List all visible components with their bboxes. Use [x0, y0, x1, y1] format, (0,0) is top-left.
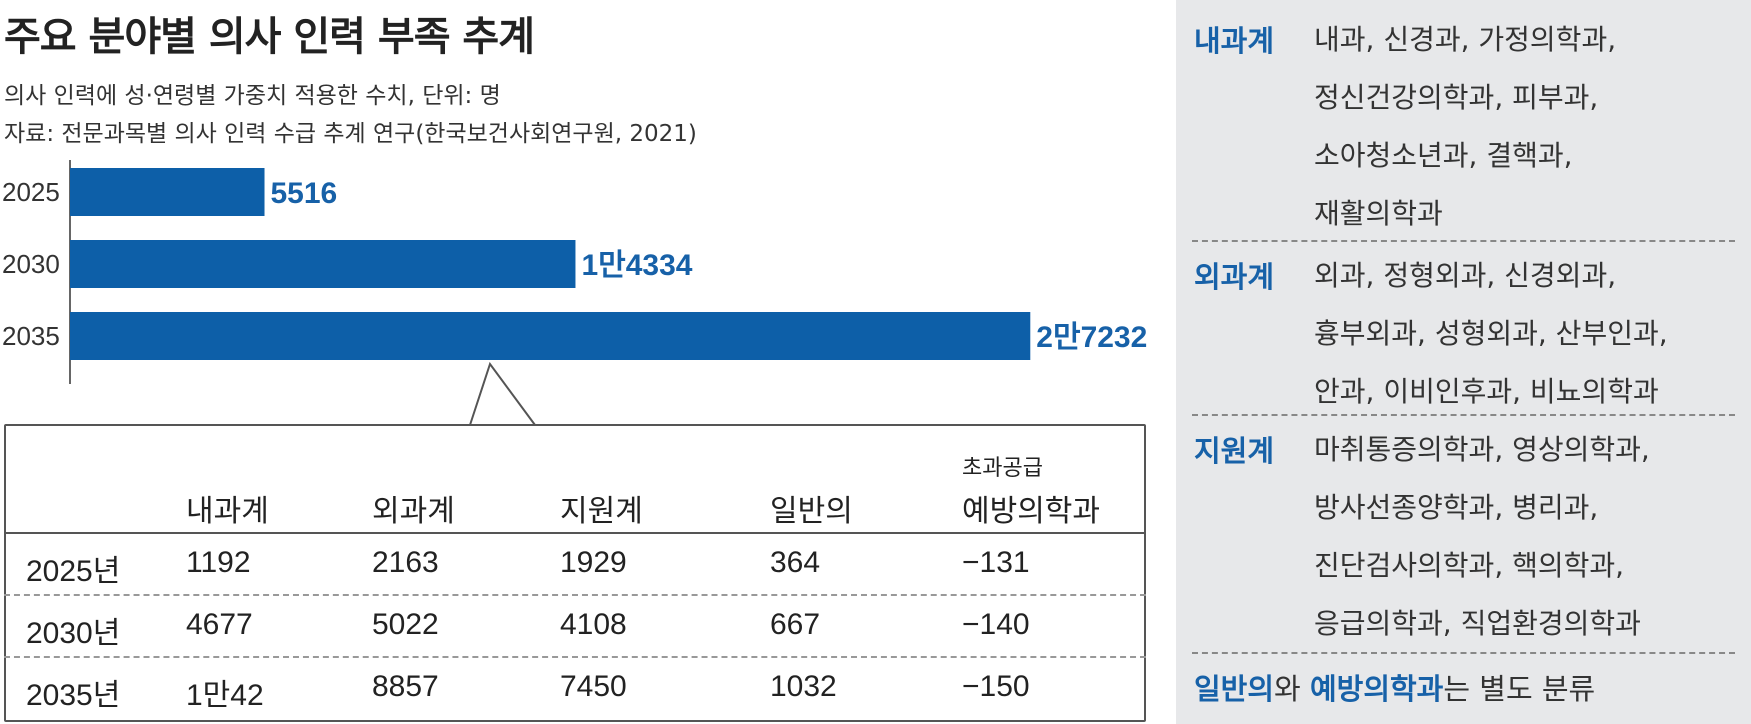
table-cell: −150: [962, 670, 1030, 703]
group-name: 지원계: [1194, 434, 1275, 468]
header-cell: 지원계: [560, 495, 643, 528]
table-cell: 364: [770, 546, 821, 579]
panel-divider: [1192, 652, 1735, 654]
data-table: 내과계 외과계 지원계 일반의 초과공급 예방의학과 2025년 1192 21…: [4, 424, 1146, 722]
bar: [70, 240, 576, 288]
group-line: 흉부외과, 성형외과, 산부인과,: [1314, 317, 1668, 350]
table-cell: 1929: [560, 546, 627, 579]
table-cell: 7450: [560, 670, 627, 703]
table-row: 2035년 1만42 8857 7450 1032 −150: [4, 658, 1146, 718]
table-cell: 5022: [372, 608, 439, 641]
bar: [70, 312, 1031, 360]
callout-pointer: [469, 361, 536, 426]
table-cell: 4108: [560, 608, 627, 641]
group-line: 안과, 이비인후과, 비뇨의학과: [1314, 375, 1659, 408]
panel-divider: [1192, 414, 1735, 416]
table-cell: 1032: [770, 670, 837, 703]
group-line: 소아청소년과, 결핵과,: [1314, 139, 1573, 172]
table-divider: [4, 532, 1146, 534]
group-line: 재활의학과: [1314, 197, 1443, 230]
group-line: 외과, 정형외과, 신경외과,: [1314, 259, 1617, 292]
table-header: 내과계 외과계 지원계 일반의 초과공급 예방의학과: [4, 440, 1146, 540]
category-panel: 내과계 내과, 신경과, 가정의학과, 정신건강의학과, 피부과, 소아청소년과…: [1176, 0, 1751, 724]
bar-value-label: 5516: [271, 177, 338, 210]
table-cell: −131: [962, 546, 1030, 579]
group-line: 응급의학과, 직업환경의학과: [1314, 607, 1641, 640]
table-row: 2025년 1192 2163 1929 364 −131: [4, 534, 1146, 594]
bar: [70, 168, 265, 216]
bar-value-label: 1만4334: [581, 249, 692, 282]
group-name: 내과계: [1194, 24, 1275, 58]
group-line: 정신건강의학과, 피부과,: [1314, 81, 1599, 114]
table-cell: 4677: [186, 608, 253, 641]
group-line: 진단검사의학과, 핵의학과,: [1314, 549, 1625, 582]
chart-subtitle: 의사 인력에 성·연령별 가중치 적용한 수치, 단위: 명: [4, 83, 501, 109]
y-tick-label: 2030: [2, 249, 60, 279]
group-line: 내과, 신경과, 가정의학과,: [1314, 23, 1617, 56]
row-divider: [4, 656, 1146, 658]
row-year: 2025년: [26, 555, 121, 588]
panel-divider: [1192, 240, 1735, 242]
row-year: 2035년: [26, 679, 121, 712]
row-divider: [4, 594, 1146, 596]
group-line: 방사선종양학과, 병리과,: [1314, 491, 1599, 524]
header-cell: 외과계: [372, 495, 455, 528]
group-name: 외과계: [1194, 260, 1275, 294]
note-highlight: 일반의: [1194, 672, 1275, 706]
header-cell: 초과공급 예방의학과: [962, 450, 1100, 530]
row-year: 2030년: [26, 617, 121, 650]
chart-source: 자료: 전문과목별 의사 인력 수급 추계 연구(한국보건사회연구원, 2021…: [4, 121, 697, 147]
bar-chart: 2025 5516 2030 1만4334 2035 2만7232: [2, 160, 1147, 426]
table-cell: 8857: [372, 670, 439, 703]
table-cell: 1192: [186, 546, 251, 579]
panel-note: 일반의와 예방의학과는 별도 분류: [1194, 672, 1596, 706]
table-cell: −140: [962, 608, 1030, 641]
table-cell: 1만42: [186, 679, 264, 712]
group-line: 마취통증의학과, 영상의학과,: [1314, 433, 1650, 466]
table-cell: 2163: [372, 546, 439, 579]
table-row: 2030년 4677 5022 4108 667 −140: [4, 596, 1146, 656]
bar-value-label: 2만7232: [1036, 321, 1147, 354]
chart-title: 주요 분야별 의사 인력 부족 추계: [4, 14, 535, 60]
y-tick-label: 2025: [2, 177, 60, 207]
note-highlight: 예방의학과: [1309, 672, 1444, 706]
table-cell: 667: [770, 608, 821, 641]
y-tick-label: 2035: [2, 321, 60, 351]
table-border: [4, 424, 1146, 722]
header-cell: 내과계: [186, 495, 269, 528]
header-note: 초과공급: [962, 455, 1043, 480]
header-cell: 일반의: [770, 495, 853, 528]
